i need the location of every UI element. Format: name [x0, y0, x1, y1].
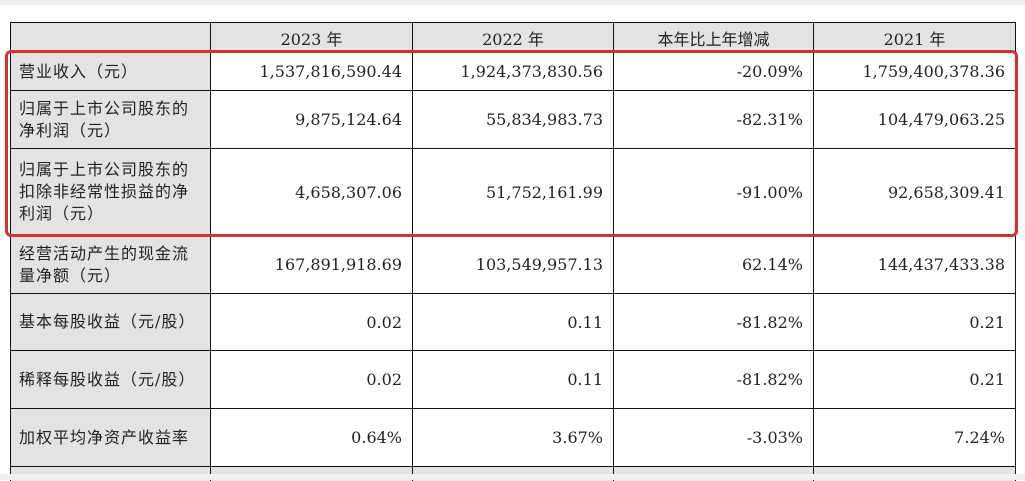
value-cell: 144,437,433.38	[813, 235, 1016, 294]
value-cell: -20.09%	[613, 52, 814, 91]
row-label: 归属于上市公司股东的净利润（元）	[10, 90, 211, 149]
table-row: 营业收入（元） 1,537,816,590.44 1,924,373,830.56-…	[10, 52, 1016, 91]
value-cell: 0.21	[813, 293, 1016, 351]
financial-table: 2023 年 2022 年 本年比上年增减 2021 年 营业收入（元） 1,53…	[10, 22, 1016, 481]
row-label: 加权平均净资产收益率	[10, 408, 211, 467]
value-cell: 55,834,983.73	[412, 90, 614, 149]
bottom-strip	[0, 474, 1025, 480]
header-cell: 本年比上年增减	[613, 22, 814, 53]
value-cell: 0.64%	[210, 408, 413, 467]
header-cell: 2021 年	[813, 22, 1016, 53]
value-cell: -81.82%	[613, 350, 814, 409]
value-cell: 104,479,063.25	[813, 90, 1016, 149]
header-cell: 2023 年	[210, 22, 413, 53]
value-cell: 3.67%	[412, 408, 614, 467]
value-cell: -81.82%	[613, 293, 814, 351]
value-cell: 4,658,307.06	[210, 148, 413, 236]
row-label: 营业收入（元）	[10, 52, 211, 91]
value-cell: 7.24%	[813, 408, 1016, 467]
row-label: 基本每股收益（元/股）	[10, 293, 211, 351]
value-cell: 1,759,400,378.36	[813, 52, 1016, 91]
table-header-row: 2023 年 2022 年 本年比上年增减 2021 年	[10, 22, 1016, 53]
value-cell: 167,891,918.69	[210, 235, 413, 294]
header-cell	[10, 22, 211, 53]
value-cell: 103,549,957.13	[412, 235, 614, 294]
table-row: 归属于上市公司股东的扣除非经常性损益的净利润（元） 4,658,307.06 51,…	[10, 148, 1016, 236]
value-cell: 0.02	[210, 293, 413, 351]
table-row: 基本每股收益（元/股） 0.02 0.11 -81.82% 0.21	[10, 293, 1016, 351]
value-cell: 62.14%	[613, 235, 814, 294]
table-row: 稀释每股收益（元/股） 0.02 0.11 -81.82% 0.21	[10, 350, 1016, 409]
value-cell: 92,658,309.41	[813, 148, 1016, 236]
value-cell: 1,537,816,590.44	[210, 52, 413, 91]
value-cell: 0.02	[210, 350, 413, 409]
value-cell: 0.11	[412, 350, 614, 409]
value-cell: 0.21	[813, 350, 1016, 409]
row-label: 稀释每股收益（元/股）	[10, 350, 211, 409]
top-strip	[0, 0, 1025, 5]
value-cell: -91.00%	[613, 148, 814, 236]
table-row: 归属于上市公司股东的净利润（元） 9,875,124.64 55,834,983.7…	[10, 90, 1016, 149]
value-cell: -3.03%	[613, 408, 814, 467]
row-label: 归属于上市公司股东的扣除非经常性损益的净利润（元）	[10, 148, 211, 236]
value-cell: 0.11	[412, 293, 614, 351]
row-label: 经营活动产生的现金流量净额（元）	[10, 235, 211, 294]
header-cell: 2022 年	[412, 22, 614, 53]
table-row: 加权平均净资产收益率 0.64% 3.67% -3.03% 7.24%	[10, 408, 1016, 467]
value-cell: 1,924,373,830.56	[412, 52, 614, 91]
value-cell: 51,752,161.99	[412, 148, 614, 236]
value-cell: 9,875,124.64	[210, 90, 413, 149]
value-cell: -82.31%	[613, 90, 814, 149]
table-row: 经营活动产生的现金流量净额（元） 167,891,918.69 103,549,95…	[10, 235, 1016, 294]
